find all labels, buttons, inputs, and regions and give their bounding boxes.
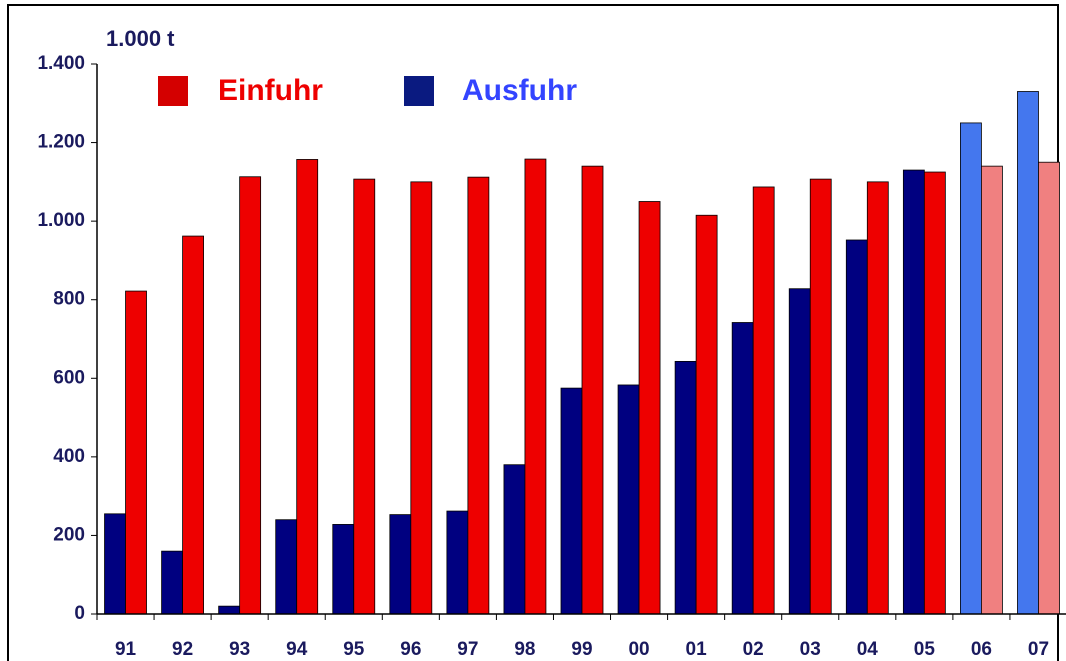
x-tick-label: 04 [857,639,879,660]
legend-label: Einfuhr [218,74,323,107]
bar [296,159,319,615]
x-tick-label: 92 [172,639,193,660]
bar [695,214,718,615]
bar [788,288,811,615]
y-tick-label: 1.200 [37,132,85,153]
x-tick-label: 94 [286,639,308,660]
bar [809,178,832,615]
legend-swatch [158,76,188,106]
bar [845,239,868,615]
bar [161,550,183,615]
y-tick-label: 0 [74,603,85,624]
x-tick-label: 99 [571,639,592,660]
y-tick-label: 1.400 [37,53,85,74]
bar [410,181,433,615]
x-tick-label: 00 [628,639,649,660]
bar [1017,91,1039,615]
x-tick-label: 91 [115,639,137,660]
y-tick-label: 1.000 [37,210,85,231]
bar [125,290,147,615]
bar [467,176,490,615]
bar [503,464,526,615]
bar [581,165,604,615]
bar [275,519,298,615]
bar [902,169,925,615]
bar [674,360,697,615]
x-tick-label: 02 [743,639,764,660]
bar [353,178,376,615]
bar [981,165,1003,615]
x-tick-label: 03 [800,639,821,660]
y-tick-label: 400 [53,446,85,467]
bar [960,122,982,615]
bar [752,186,775,615]
x-tick-label: 93 [229,639,250,660]
bar [1038,161,1060,615]
x-tick-label: 05 [914,639,936,660]
bar [104,513,126,615]
legend-swatch [404,76,434,106]
bar [239,176,262,615]
y-tick-label: 200 [53,524,85,545]
x-tick-label: 07 [1028,639,1049,660]
x-tick-label: 96 [400,639,421,660]
bar [446,510,469,615]
bar [866,181,889,615]
bar [389,514,412,615]
unit-label: 1.000 t [106,26,175,51]
bar [332,524,355,615]
bar [923,171,946,615]
bar [182,235,204,615]
x-tick-label: 06 [971,639,992,660]
bar [218,605,241,615]
x-tick-label: 95 [343,639,365,660]
x-tick-label: 98 [514,639,535,660]
legend-label: Ausfuhr [462,74,577,107]
bar [560,387,583,615]
x-tick-label: 97 [457,639,478,660]
x-tick-label: 01 [686,639,708,660]
bar [731,322,754,615]
bar [524,158,547,615]
y-tick-label: 800 [53,289,85,310]
y-tick-label: 600 [53,367,85,388]
bar [617,384,640,615]
bar [638,201,661,615]
